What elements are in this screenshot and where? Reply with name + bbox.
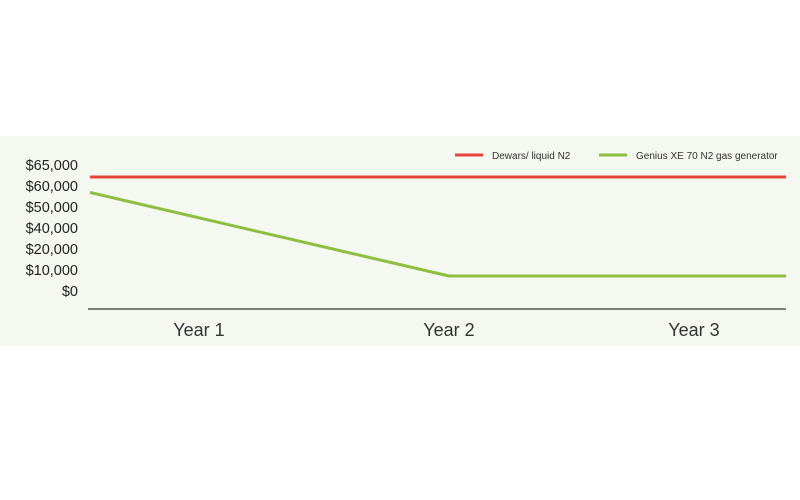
y-tick-label: $65,000 <box>26 158 78 174</box>
chart-panel <box>0 136 800 346</box>
y-tick-label: $40,000 <box>26 221 78 237</box>
y-tick-label: $60,000 <box>26 179 78 195</box>
legend: Dewars/ liquid N2 Genius XE 70 N2 gas ge… <box>455 151 778 162</box>
y-tick-label: $20,000 <box>26 242 78 258</box>
x-axis-ticks: Year 1 Year 2 Year 3 <box>173 320 719 340</box>
x-tick-label: Year 3 <box>668 320 719 340</box>
legend-label-genius: Genius XE 70 N2 gas generator <box>636 151 778 162</box>
x-tick-label: Year 2 <box>423 320 474 340</box>
legend-label-dewars: Dewars/ liquid N2 <box>492 151 571 162</box>
y-axis-ticks: $65,000 $60,000 $50,000 $40,000 $20,000 … <box>26 158 78 300</box>
y-tick-label: $10,000 <box>26 263 78 279</box>
series-line-genius <box>89 191 786 278</box>
x-tick-label: Year 1 <box>173 320 224 340</box>
y-tick-label: $50,000 <box>26 200 78 216</box>
y-tick-label: $0 <box>62 284 78 300</box>
